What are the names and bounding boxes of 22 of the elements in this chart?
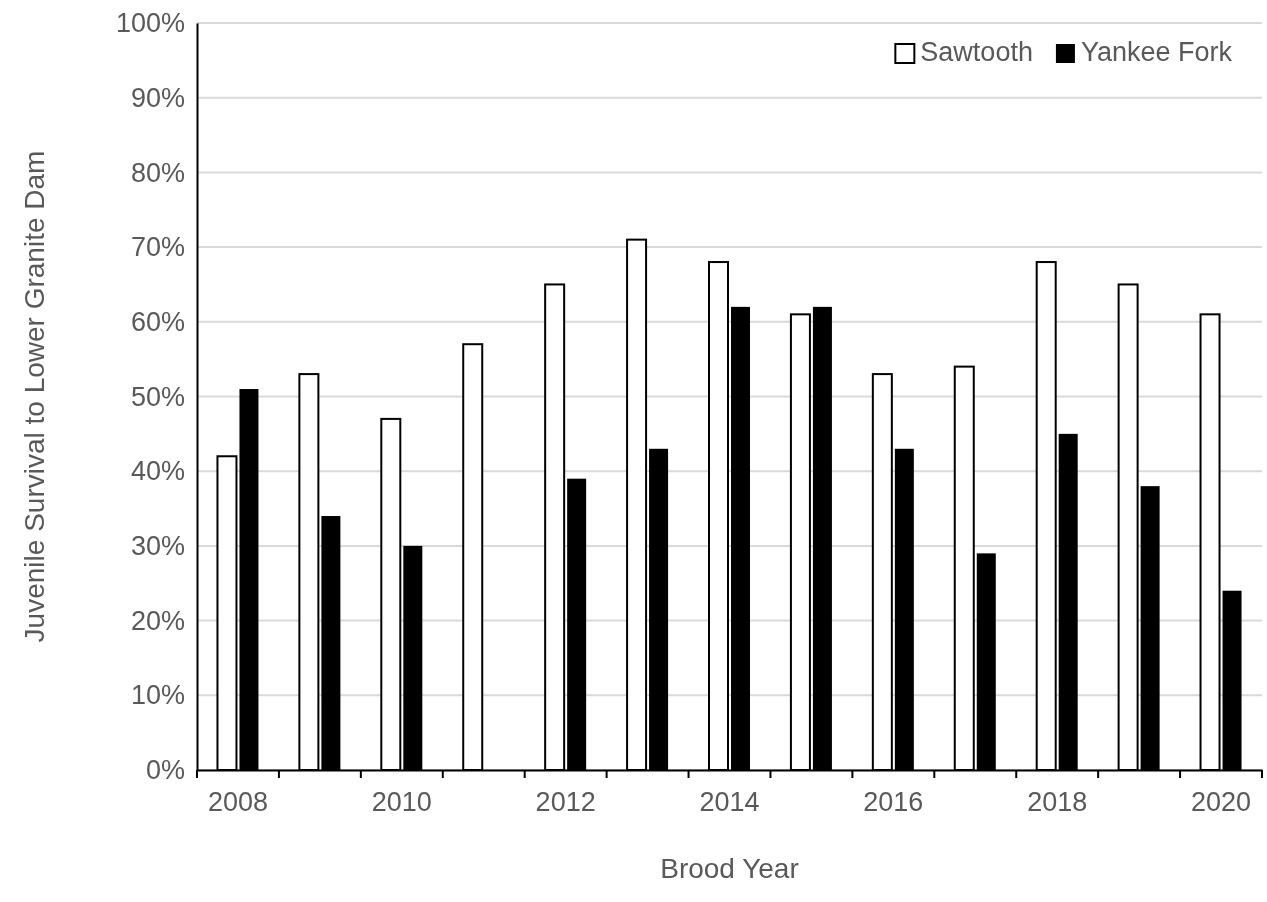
y-tick-label: 0% <box>145 755 185 786</box>
x-axis-title: Brood Year <box>660 853 799 884</box>
x-tick-label: 2008 <box>207 787 268 818</box>
y-tick-label: 30% <box>130 531 185 562</box>
y-tick-label: 70% <box>130 232 185 263</box>
x-tick-label: 2018 <box>1027 787 1088 818</box>
x-tick-label: 2014 <box>699 787 760 818</box>
y-tick-label: 80% <box>130 157 185 188</box>
legend-label: Sawtooth <box>920 37 1033 67</box>
y-tick-label: 100% <box>115 8 185 39</box>
x-tick-label: 2020 <box>1191 787 1252 818</box>
x-tick-label: 2016 <box>863 787 924 818</box>
y-tick-label: 40% <box>130 456 185 487</box>
y-tick-label: 50% <box>130 381 185 412</box>
y-tick-label: 10% <box>130 680 185 711</box>
y-tick-label: 60% <box>130 306 185 337</box>
y-axis-title: Juvenile Survival to Lower Granite Dam <box>19 150 50 643</box>
x-tick-label: 2012 <box>535 787 596 818</box>
legend-label: Yankee Fork <box>1080 37 1233 67</box>
y-tick-label: 20% <box>130 605 185 636</box>
y-tick-label: 90% <box>130 82 185 113</box>
x-tick-label: 2010 <box>371 787 432 818</box>
